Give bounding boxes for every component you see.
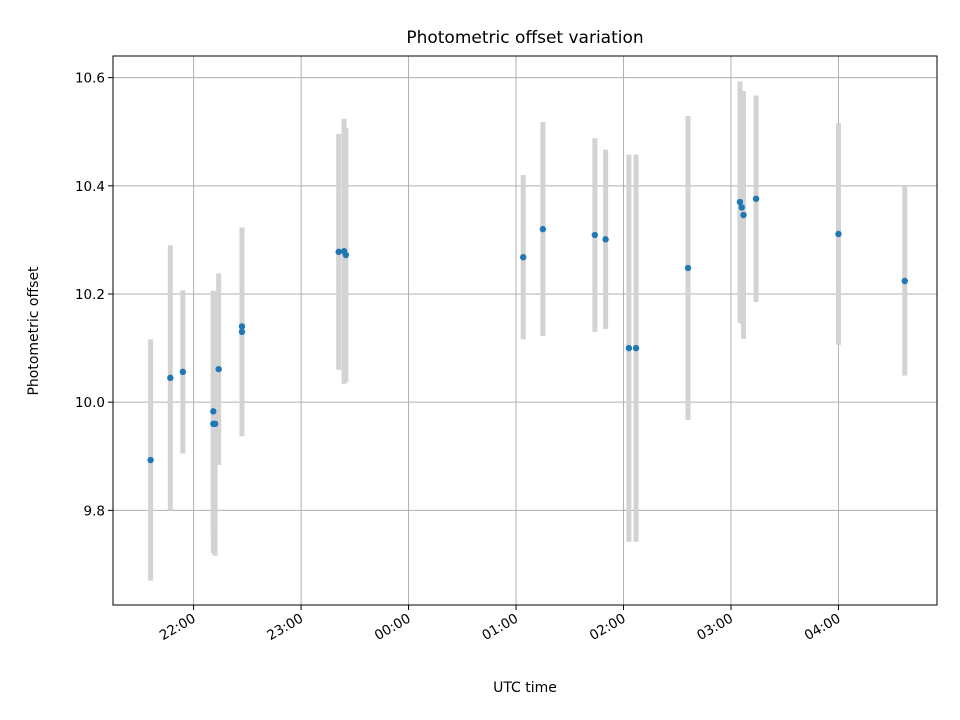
y-tick-label: 10.4 (75, 179, 105, 195)
data-point (591, 231, 599, 239)
data-point (210, 408, 217, 415)
data-point (901, 277, 908, 285)
y-tick-label: 10.0 (75, 395, 105, 411)
data-point (520, 254, 527, 261)
data-point (335, 248, 342, 256)
data-point (625, 344, 633, 352)
x-tick-label: 00:00 (372, 611, 414, 644)
data-point (147, 456, 154, 464)
data-point (835, 230, 842, 238)
x-tick-label: 22:00 (157, 611, 199, 644)
data-point (738, 204, 745, 211)
y-axis-label: Photometric offset (26, 266, 42, 396)
x-tick-label: 01:00 (479, 611, 521, 644)
gridlines (113, 56, 937, 605)
chart-title: Photometric offset variation (406, 28, 643, 48)
data-point (179, 368, 187, 376)
data-points (147, 195, 908, 464)
data-point (342, 251, 350, 259)
y-axis-ticks: 9.8 10.0 10.2 10.4 10.6 (75, 71, 113, 519)
data-point (211, 420, 219, 428)
x-axis-label: UTC time (493, 680, 557, 696)
x-tick-label: 23:00 (264, 611, 306, 644)
data-point (602, 236, 609, 243)
data-point (539, 225, 547, 233)
error-bars (148, 81, 908, 581)
y-tick-label: 10.6 (75, 71, 105, 87)
data-point (736, 198, 744, 206)
x-tick-label: 03:00 (694, 611, 736, 644)
data-point (684, 264, 692, 272)
y-tick-label: 10.2 (75, 287, 105, 303)
x-axis-ticks: 22:00 23:00 00:00 01:00 02:00 03:00 04:00 (157, 605, 844, 644)
plot-frame (112, 55, 938, 606)
data-point (238, 328, 246, 336)
data-point (632, 344, 640, 352)
data-point (215, 365, 222, 373)
data-point (238, 323, 246, 330)
data-point (167, 374, 174, 382)
x-tick-label: 02:00 (587, 611, 629, 644)
data-point (740, 211, 747, 219)
y-tick-label: 9.8 (84, 503, 105, 519)
data-point (752, 195, 760, 202)
x-tick-label: 04:00 (802, 611, 844, 644)
